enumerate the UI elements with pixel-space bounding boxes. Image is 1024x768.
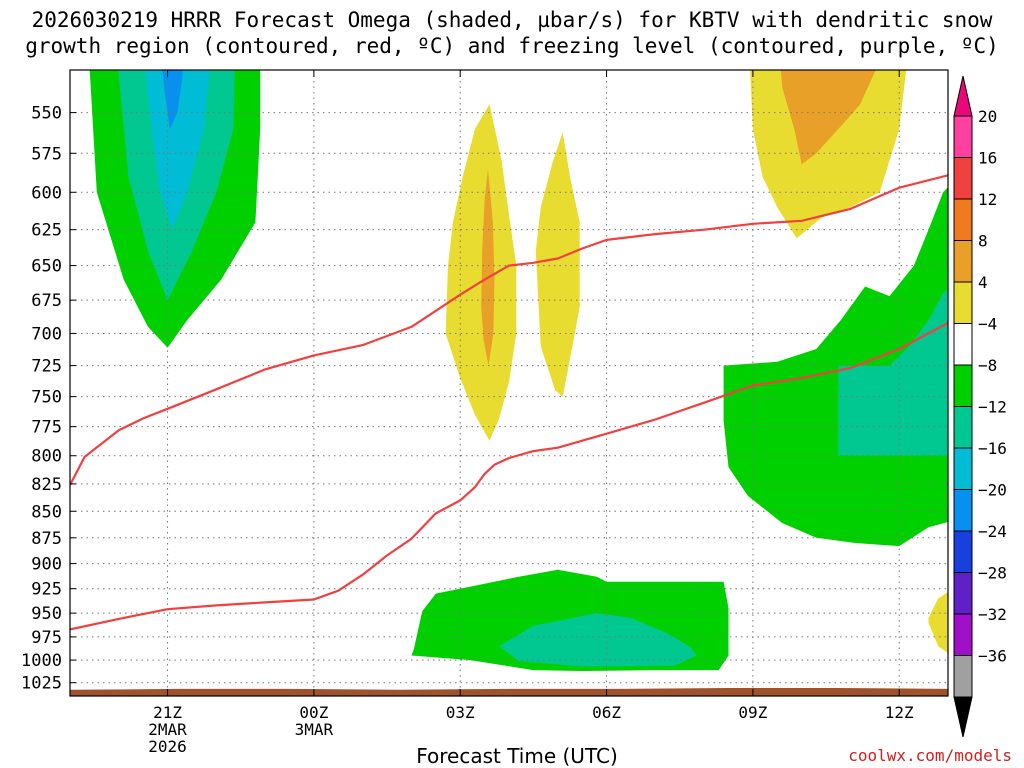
y-tick-label: 750 (31, 388, 62, 408)
omega-region-6 (481, 169, 495, 366)
dgz-contour-lower (70, 321, 948, 631)
credit-text: coolwx.com/models (848, 746, 1012, 765)
terrain-surface (70, 688, 948, 696)
colorbar-swatch (953, 406, 973, 449)
omega-region-4 (162, 70, 183, 130)
colorbar-swatch (953, 655, 973, 698)
y-tick-label: 900 (31, 555, 62, 575)
x-tick-label: 09Z (738, 703, 767, 722)
y-tick-label: 950 (31, 604, 62, 624)
y-tick-label: 650 (31, 257, 62, 277)
colorbar-label: −32 (978, 605, 1007, 624)
colorbar-label: 16 (978, 149, 997, 168)
omega-region-11 (499, 613, 697, 667)
omega-region-13 (838, 288, 948, 456)
x-tick-label: 3MAR (295, 720, 334, 739)
colorbar-swatch (953, 613, 973, 656)
colorbar-label: −36 (978, 647, 1007, 666)
y-tick-label: 775 (31, 418, 62, 438)
x-tick-label: 21Z (153, 703, 182, 722)
colorbar-label: −24 (978, 522, 1007, 541)
dgz-contour-upper (70, 174, 948, 486)
y-tick-label: 800 (31, 447, 62, 467)
y-tick-label: 825 (31, 475, 62, 495)
y-tick-label: 925 (31, 580, 62, 600)
colorbar-label: −16 (978, 439, 1007, 458)
colorbar-swatch (953, 115, 973, 158)
omega-region-12 (723, 187, 948, 547)
y-tick-label: 725 (31, 357, 62, 377)
colorbar-label: −28 (978, 564, 1007, 583)
colorbar-swatch (953, 240, 973, 283)
y-tick-label: 1000 (21, 651, 62, 671)
y-tick-label: 975 (31, 628, 62, 648)
x-tick-label: 03Z (446, 703, 475, 722)
colorbar-swatch (953, 198, 973, 241)
colorbar-arrow-top (953, 75, 973, 117)
y-tick-label: 700 (31, 324, 62, 344)
y-tick-label: 575 (31, 144, 62, 164)
colorbar-swatch (953, 281, 973, 324)
colorbar-swatch (953, 157, 973, 200)
y-tick-label: 675 (31, 291, 62, 311)
plot-frame (69, 69, 949, 697)
colorbar-label: 20 (978, 107, 997, 126)
omega-region-7 (535, 132, 580, 397)
colorbar-label: −4 (978, 315, 997, 334)
omega-region-14 (928, 591, 948, 654)
y-tick-label: 550 (31, 104, 62, 124)
colorbar-label: 8 (978, 232, 988, 251)
x-tick-label: 00Z (299, 703, 328, 722)
x-tick-label: 2MAR (148, 720, 187, 739)
x-tick-label: 12Z (885, 703, 914, 722)
omega-region-8 (750, 70, 907, 239)
x-tick-label: 06Z (592, 703, 621, 722)
colorbar-arrow-bottom (953, 696, 973, 738)
colorbar-swatch (953, 323, 973, 366)
y-tick-label: 875 (31, 529, 62, 549)
y-tick-label: 1025 (21, 674, 62, 694)
colorbar-label: −12 (978, 398, 1007, 417)
y-tick-label: 850 (31, 502, 62, 522)
colorbar-swatch (953, 489, 973, 532)
x-tick-label: 2026 (148, 737, 187, 756)
colorbar-swatch (953, 572, 973, 615)
x-axis-label: Forecast Time (UTC) (416, 744, 618, 768)
chart-title-line2: growth region (contoured, red, ºC) and f… (25, 34, 999, 58)
colorbar-label: −20 (978, 481, 1007, 500)
omega-region-5 (445, 104, 517, 441)
colorbar-swatch (953, 530, 973, 573)
y-tick-label: 600 (31, 183, 62, 203)
omega-region-3 (145, 70, 210, 230)
y-tick-label: 625 (31, 221, 62, 241)
colorbar-swatch (953, 447, 973, 490)
colorbar-swatch (953, 364, 973, 407)
colorbar-label: 12 (978, 190, 997, 209)
chart-title-line1: 2026030219 HRRR Forecast Omega (shaded, … (31, 8, 993, 32)
colorbar-label: −8 (978, 356, 997, 375)
colorbar-label: 4 (978, 273, 988, 292)
omega-region-9 (780, 70, 876, 165)
